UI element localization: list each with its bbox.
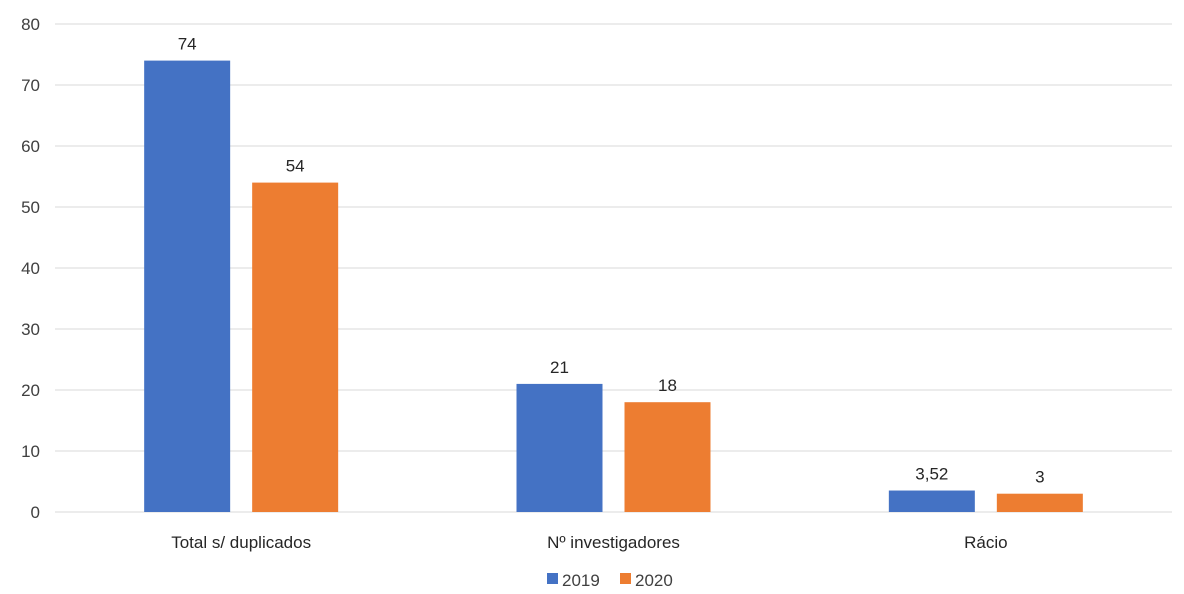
y-tick-label: 80 (21, 15, 40, 34)
gridlines (55, 23, 1172, 513)
data-label-2020-0: 54 (286, 157, 305, 176)
y-axis-ticks: 0 10 20 30 40 50 60 70 80 (21, 15, 40, 522)
category-label: Total s/ duplicados (171, 533, 311, 552)
y-tick-label: 70 (21, 76, 40, 95)
y-tick-label: 10 (21, 442, 40, 461)
bar-2020-1 (624, 402, 711, 512)
bars (144, 60, 1083, 512)
legend-label-2020: 2020 (635, 571, 673, 590)
data-labels: 74 54 21 18 3,52 3 (178, 35, 1045, 487)
bar-2020-2 (996, 493, 1083, 512)
legend-swatch-2019 (547, 573, 558, 584)
y-tick-label: 30 (21, 320, 40, 339)
y-tick-label: 60 (21, 137, 40, 156)
legend: 2019 2020 (547, 571, 673, 590)
bar-2020-0 (252, 182, 339, 512)
y-tick-label: 20 (21, 381, 40, 400)
data-label-2019-1: 21 (550, 358, 569, 377)
data-label-2019-0: 74 (178, 35, 197, 54)
x-axis-categories: Total s/ duplicados Nº investigadores Ráci… (171, 533, 1007, 552)
bar-2019-1 (516, 383, 603, 512)
y-tick-label: 40 (21, 259, 40, 278)
y-tick-label: 0 (31, 503, 40, 522)
y-tick-label: 50 (21, 198, 40, 217)
category-label: Nº investigadores (547, 533, 680, 552)
bar-2019-2 (888, 490, 975, 512)
legend-swatch-2020 (620, 573, 631, 584)
legend-label-2019: 2019 (562, 571, 600, 590)
bar-2019-0 (144, 60, 231, 512)
data-label-2020-1: 18 (658, 376, 677, 395)
data-label-2019-2: 3,52 (915, 465, 948, 484)
category-label: Rácio (964, 533, 1007, 552)
data-label-2020-2: 3 (1035, 468, 1044, 487)
